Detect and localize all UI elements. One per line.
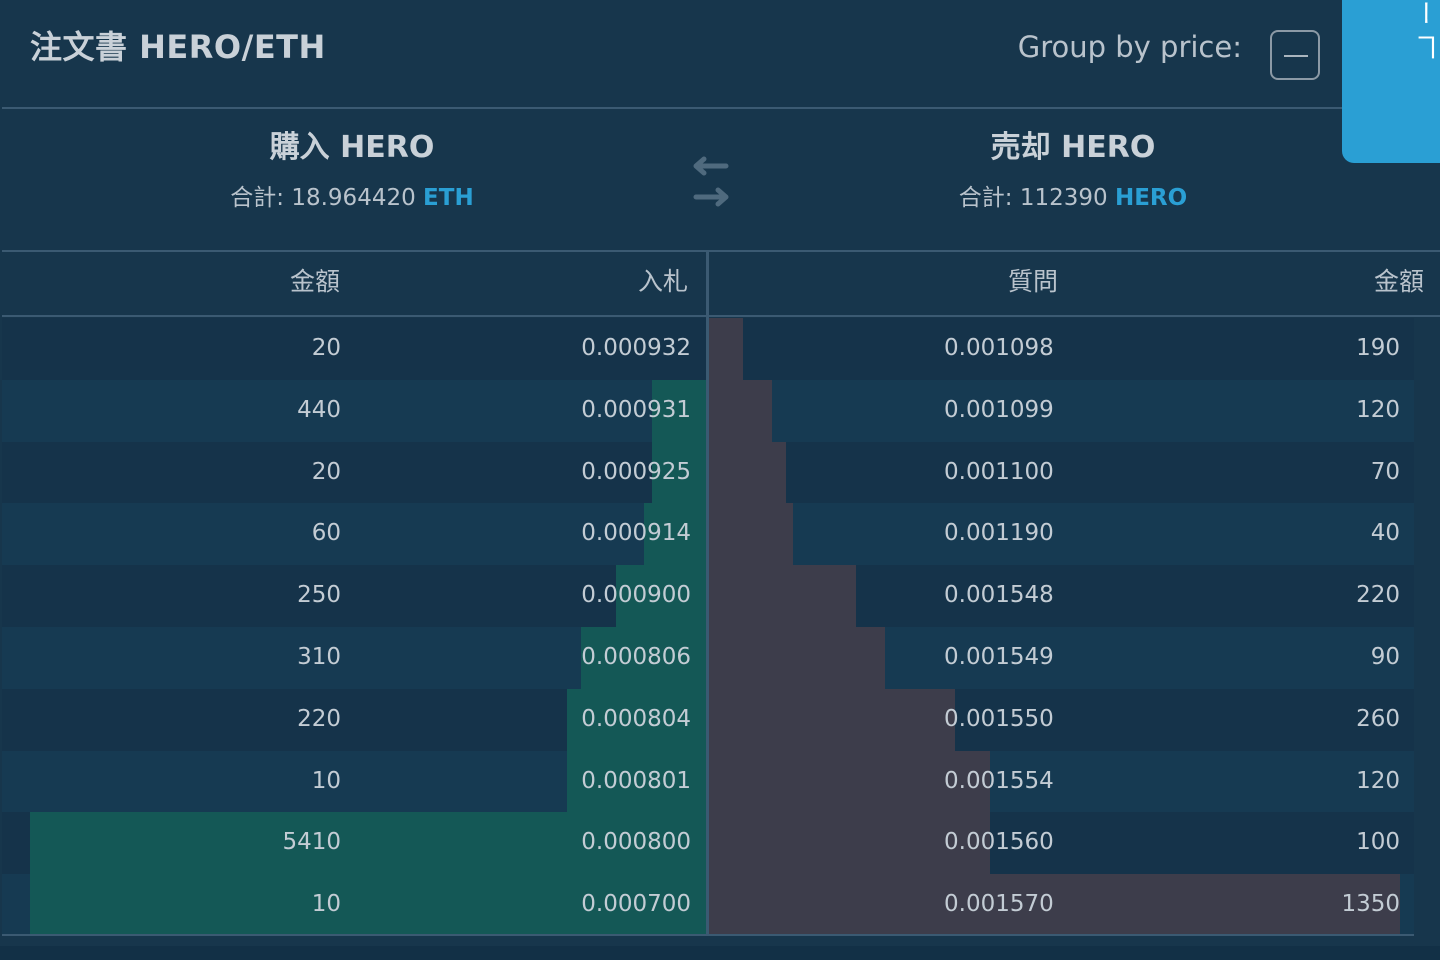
divider — [2, 107, 1342, 109]
sell-total-value: 112390 — [1019, 185, 1108, 211]
ask-depth-bar — [708, 503, 793, 566]
divider — [2, 934, 1414, 936]
bid-price: 0.000801 — [581, 767, 691, 794]
bid-depth-bar — [644, 503, 708, 566]
bid-amount: 20 — [311, 458, 341, 485]
ask-price: 0.001548 — [944, 582, 1054, 609]
buy-total: 合計: 18.964420 ETH — [2, 178, 702, 212]
ask-depth-bar — [708, 379, 772, 442]
bid-amount: 5410 — [282, 829, 341, 856]
ask-amount: 1350 — [1341, 891, 1400, 918]
page-title: 注文書 HERO/ETH — [30, 28, 326, 66]
col-header-ask-amount[interactable]: 金額 — [1374, 267, 1425, 296]
col-header-bid-amount[interactable]: 金額 — [290, 267, 341, 296]
sell-total-currency: HERO — [1114, 185, 1188, 211]
col-header-ask-price[interactable]: 質問 — [1008, 267, 1059, 296]
group-decrease-button[interactable] — [1270, 30, 1320, 80]
ask-amount: 100 — [1356, 829, 1400, 856]
swap-arrows-icon[interactable] — [690, 155, 732, 209]
ask-price: 0.001570 — [944, 891, 1054, 918]
bid-price: 0.000932 — [581, 335, 691, 361]
bid-amount: 20 — [311, 335, 341, 361]
sell-heading: 売却 HERO — [990, 130, 1156, 165]
ask-depth-bar — [708, 626, 885, 689]
bid-price: 0.000700 — [581, 891, 691, 918]
ask-price: 0.001549 — [944, 643, 1054, 670]
divider — [2, 250, 1440, 252]
bid-depth-bar — [566, 750, 708, 813]
ask-depth-bar — [708, 441, 786, 504]
ask-price: 0.001098 — [944, 335, 1054, 361]
order-book-header: 注文書 HERO/ETH Group by price: — [2, 0, 1342, 108]
buy-total-currency: ETH — [423, 185, 474, 211]
bid-depth-bar — [566, 688, 708, 751]
footer-bar — [0, 946, 1440, 960]
sell-total-label: 合計: — [958, 185, 1013, 211]
minus-icon — [1284, 55, 1308, 57]
sell-total: 合計: 112390 HERO — [710, 178, 1436, 212]
ask-amount: 220 — [1356, 582, 1400, 609]
bid-amount: 10 — [311, 767, 341, 794]
ask-depth-bar — [708, 318, 744, 380]
ask-price: 0.001560 — [944, 829, 1054, 856]
bid-depth-bar — [580, 626, 708, 689]
bid-depth-bar — [30, 874, 708, 936]
bid-depth-bar — [651, 441, 708, 504]
ask-amount: 70 — [1370, 458, 1400, 485]
ask-amount: 190 — [1356, 335, 1400, 361]
ask-price: 0.001100 — [944, 458, 1054, 485]
ask-depth-bar — [708, 812, 991, 875]
ask-price: 0.001190 — [944, 520, 1054, 547]
bid-depth-bar — [651, 379, 708, 442]
ask-price: 0.001554 — [944, 767, 1054, 794]
bid-amount: 60 — [311, 520, 341, 547]
bid-depth-bar — [30, 812, 708, 875]
bid-price: 0.000800 — [581, 829, 691, 856]
bid-price: 0.000900 — [581, 582, 691, 609]
ask-amount: 40 — [1370, 520, 1400, 547]
bid-amount: 220 — [297, 705, 341, 732]
bid-price: 0.000806 — [581, 643, 691, 670]
bid-price: 0.000925 — [581, 458, 691, 485]
buy-total-label: 合計: — [230, 185, 285, 211]
book-center-divider — [706, 252, 709, 936]
ask-depth-bar — [708, 688, 956, 751]
bid-depth-bar — [616, 565, 708, 627]
buy-total-value: 18.964420 — [291, 185, 416, 211]
bid-price: 0.000804 — [581, 705, 691, 732]
bid-amount: 310 — [297, 643, 341, 670]
bid-price: 0.000931 — [581, 396, 691, 423]
side-panel-tab[interactable]: ー ヿ — [1342, 0, 1440, 163]
side-tab-label: ー ヿ — [1409, 0, 1439, 61]
ask-depth-bar — [708, 565, 857, 627]
bid-amount: 10 — [311, 891, 341, 918]
bid-price: 0.000914 — [581, 520, 691, 547]
buy-summary: 購入 HERO 合計: 18.964420 ETH — [2, 108, 702, 250]
ask-price: 0.001550 — [944, 705, 1054, 732]
ask-price: 0.001099 — [944, 396, 1054, 423]
ask-depth-bar — [708, 750, 991, 813]
group-by-price-label: Group by price: — [1017, 30, 1242, 64]
ask-depth-bar — [708, 874, 1400, 936]
bid-amount: 440 — [297, 396, 341, 423]
buy-heading: 購入 HERO — [269, 130, 435, 165]
ask-amount: 90 — [1370, 643, 1400, 670]
col-header-bid-price[interactable]: 入札 — [638, 267, 689, 296]
bid-amount: 250 — [297, 582, 341, 609]
sell-summary: 売却 HERO 合計: 112390 HERO — [710, 108, 1436, 250]
divider — [2, 315, 1440, 317]
ask-amount: 260 — [1356, 705, 1400, 732]
ask-amount: 120 — [1356, 396, 1400, 423]
ask-amount: 120 — [1356, 767, 1400, 794]
